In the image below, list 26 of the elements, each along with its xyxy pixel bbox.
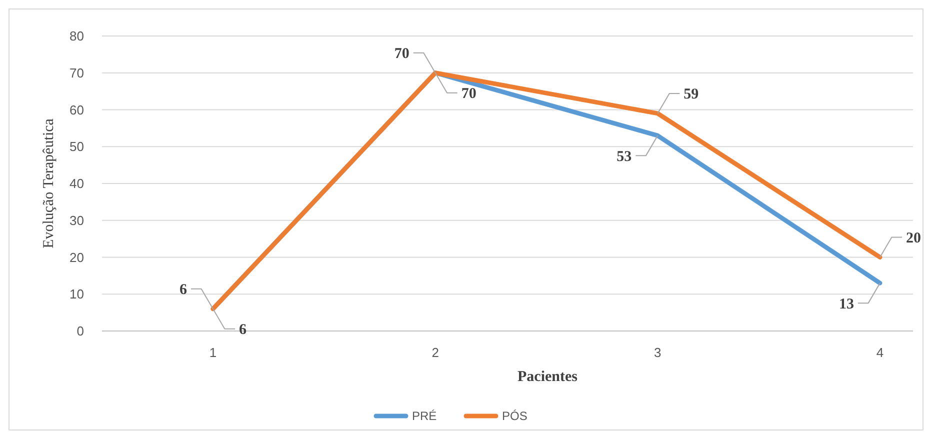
data-label: 70 — [461, 86, 476, 102]
data-label: 6 — [180, 282, 188, 298]
x-tick-label: 3 — [654, 345, 662, 360]
x-tick-label: 2 — [432, 345, 439, 360]
y-tick-label: 60 — [70, 102, 84, 118]
y-tick-label: 30 — [70, 212, 84, 228]
y-tick-label: 40 — [70, 176, 84, 192]
legend-label: PRÉ — [412, 409, 437, 424]
data-label: 53 — [616, 148, 632, 165]
legend-label: PÓS — [502, 409, 528, 424]
x-tick-label: 1 — [209, 345, 217, 360]
y-tick-label: 0 — [76, 324, 84, 339]
x-tick-label: 4 — [876, 345, 884, 360]
y-tick-label: 70 — [70, 65, 84, 80]
y-tick-label: 10 — [70, 286, 84, 302]
y-tick-label: 80 — [70, 28, 84, 44]
data-label: 20 — [906, 230, 921, 246]
data-label: 6 — [239, 322, 247, 338]
y-axis-title: Evolução Terapêutica — [41, 118, 57, 248]
data-label: 13 — [839, 296, 854, 312]
data-label: 70 — [394, 46, 410, 62]
y-tick-label: 50 — [70, 139, 84, 154]
line-series — [210, 70, 882, 312]
y-tick-label: 20 — [70, 250, 84, 265]
x-axis-title: Pacientes — [518, 369, 578, 385]
data-label: 59 — [684, 86, 699, 103]
